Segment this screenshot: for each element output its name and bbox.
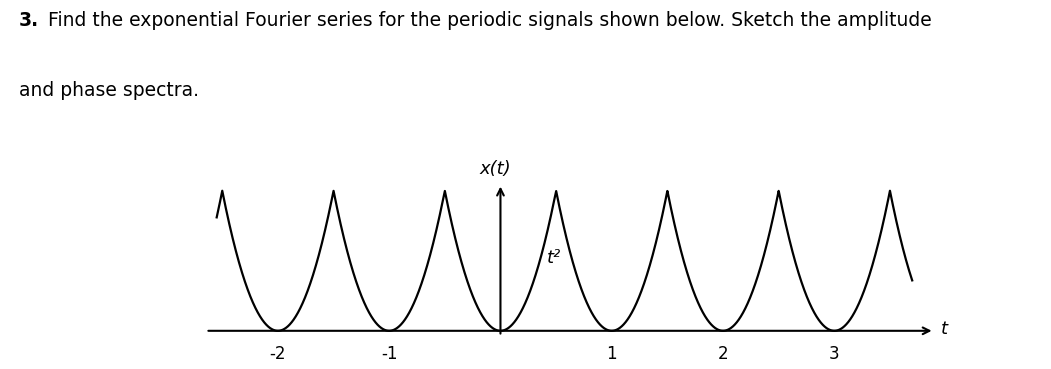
Text: t: t xyxy=(941,320,948,338)
Text: 3.: 3. xyxy=(19,11,39,30)
Text: x(t): x(t) xyxy=(479,160,511,178)
Text: and phase spectra.: and phase spectra. xyxy=(19,81,199,100)
Text: -1: -1 xyxy=(380,345,397,363)
Text: 2: 2 xyxy=(718,345,728,363)
Text: 1: 1 xyxy=(606,345,617,363)
Text: 3: 3 xyxy=(829,345,840,363)
Text: Find the exponential Fourier series for the periodic signals shown below. Sketch: Find the exponential Fourier series for … xyxy=(42,11,932,30)
Text: -2: -2 xyxy=(270,345,286,363)
Text: t²: t² xyxy=(548,249,561,267)
